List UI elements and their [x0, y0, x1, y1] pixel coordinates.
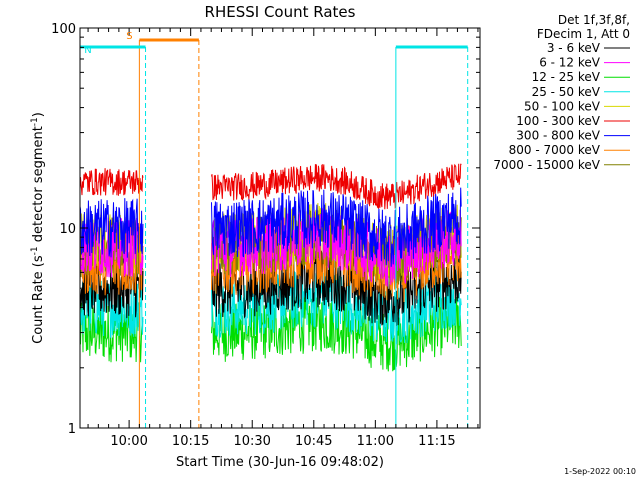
x-tick-label: 10:00 [110, 434, 147, 449]
legend-entry-label: 6 - 12 keV [539, 56, 601, 70]
legend-header-line: Det 1f,3f,8f, [558, 13, 630, 27]
x-tick-label: 10:30 [233, 434, 270, 449]
y-axis-label-exponent: -1 [30, 246, 40, 255]
series-line-100-300-keV [80, 163, 462, 210]
legend-entry-label: 7000 - 15000 keV [493, 158, 600, 172]
x-tick-label: 11:00 [357, 434, 394, 449]
y-tick-label: 1 [68, 422, 76, 437]
legend-entry-label: 300 - 800 keV [516, 129, 600, 143]
y-axis-label-part: Count Rate (s [31, 255, 46, 344]
chart-title: RHESSI Count Rates [205, 3, 356, 21]
legend-entry-label: 100 - 300 keV [516, 114, 600, 128]
y-axis-label: Count Rate (s-1 detector segment-1) [30, 112, 46, 344]
legend: Det 1f,3f,8f, FDecim 1, Att 0 3 - 6 keV6… [493, 13, 630, 172]
x-axis-label: Start Time (30-Jun-16 09:48:02) [176, 455, 384, 470]
y-tick-label: 10 [59, 222, 76, 237]
legend-entry-label: 50 - 100 keV [524, 99, 601, 113]
legend-entry-label: 800 - 7000 keV [509, 143, 601, 157]
date-stamp: 1-Sep-2022 00:10 [564, 467, 636, 476]
y-tick-label: 100 [51, 22, 76, 37]
legend-entry-label: 3 - 6 keV [547, 41, 601, 55]
y-axis-label-exponent: -1 [30, 117, 40, 126]
event-marker-label: S [126, 31, 132, 42]
legend-entry-label: 12 - 25 keV [532, 70, 601, 84]
y-axis-label-part: ) [31, 112, 46, 117]
legend-entry-label: 25 - 50 keV [532, 85, 601, 99]
x-tick-label: 10:15 [172, 434, 209, 449]
x-tick-label: 11:15 [418, 434, 455, 449]
series-line-300-800-keV [80, 187, 462, 267]
event-marker-label: N [84, 45, 91, 56]
x-axis: 10:00 10:15 10:30 10:45 11:00 11:15 [87, 28, 479, 449]
y-axis-label-part: detector segment [31, 126, 46, 246]
legend-header-line: FDecim 1, Att 0 [537, 27, 630, 41]
x-tick-label: 10:45 [295, 434, 332, 449]
y-axis: 1 10 100 [51, 22, 480, 437]
